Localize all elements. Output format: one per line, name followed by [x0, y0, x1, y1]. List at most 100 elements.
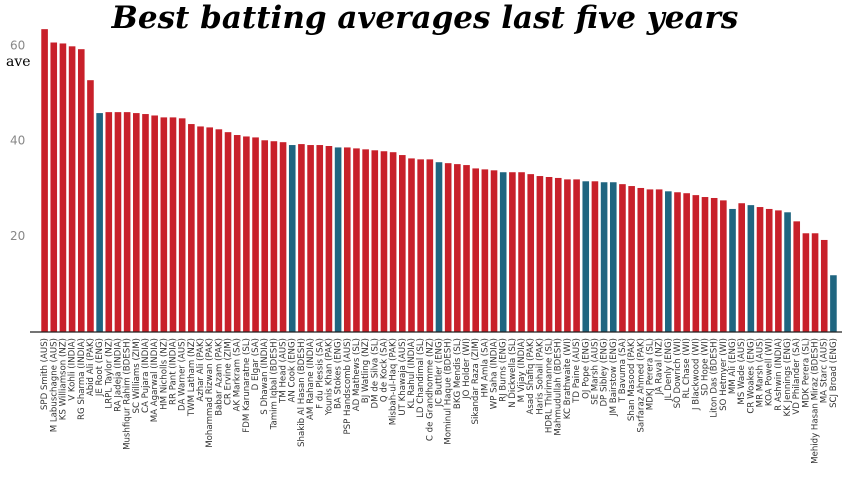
bar — [316, 145, 324, 332]
bar — [628, 186, 635, 332]
bar — [160, 117, 168, 332]
x-tick-label: N Dickwella (SL) — [508, 338, 518, 408]
x-tick-label: MM Ali (ENG) — [728, 338, 738, 394]
bar — [307, 145, 314, 332]
x-tick-label: RA Jadeja (INDIA) — [113, 338, 123, 412]
x-tick-label: PSP Handscomb (AUS) — [343, 338, 353, 435]
x-tick-label: JM Bairstow (ENG) — [609, 338, 619, 417]
x-tick-label: R Ashwin (INDIA) — [774, 338, 784, 411]
x-tick-label: DP Sibley (ENG) — [600, 338, 610, 407]
x-tick-label: KK Jennings (ENG) — [783, 338, 793, 416]
x-tick-label: Babar Azam (PAK) — [214, 338, 224, 416]
x-tick-label: F du Plessis (SA) — [315, 338, 325, 409]
bar — [802, 233, 810, 332]
bar — [701, 197, 709, 332]
x-tick-label: Mominul Haque (BDESH) — [444, 338, 454, 445]
bar — [793, 221, 801, 332]
x-tick-label: SCJ Broad (ENG) — [829, 338, 839, 408]
bar — [270, 141, 278, 332]
x-tick-label: SO Hetmyer (WI) — [719, 338, 729, 411]
x-tick-label: MDK Perera (SL) — [801, 338, 811, 408]
y-tick-label: 40 — [10, 134, 25, 148]
x-tick-label: WP Saha (INDIA) — [490, 338, 500, 409]
bar — [197, 126, 204, 332]
bar — [463, 165, 470, 332]
bar — [674, 192, 681, 332]
bar — [77, 49, 85, 332]
bar — [279, 142, 287, 332]
bar — [756, 207, 764, 332]
x-tick-label: SPD Smith (AUS) — [40, 338, 50, 410]
x-tick-label: KL Rahul (INDIA) — [407, 338, 417, 409]
x-tick-label: Sarfaraz Ahmed (PAK) — [636, 338, 646, 433]
x-tick-label: AK Markram (SA) — [233, 338, 243, 412]
bar — [692, 195, 700, 332]
x-tick-label: M Labuschagne (AUS) — [49, 338, 59, 432]
bar — [399, 155, 406, 332]
x-tick-label: S Dhawan (INDIA) — [260, 338, 270, 415]
bar — [371, 150, 379, 332]
bar — [353, 148, 360, 332]
x-tick-label: Azhar Ali (PAK) — [196, 338, 206, 402]
bar — [243, 136, 250, 332]
x-tick-label: Younis Khan (PAK) — [324, 338, 334, 416]
x-tick-label: Asad Shafiq (PAK) — [526, 338, 536, 414]
bar — [59, 43, 67, 332]
x-tick-label: J Blackwood (WI) — [691, 338, 701, 411]
bar — [655, 189, 663, 332]
x-tick-label: FDM Karunaratne (SL) — [242, 338, 252, 433]
x-tick-label: KOA Powell (WI) — [765, 338, 775, 406]
bar — [408, 158, 415, 332]
x-tick-label: UT Khawaja (AUS) — [398, 338, 408, 416]
bar — [105, 112, 113, 332]
bar — [591, 181, 599, 332]
bar — [50, 42, 58, 332]
x-tick-label: D Elgar (SA) — [251, 338, 261, 390]
bar — [545, 177, 553, 332]
bar — [481, 169, 489, 332]
bar — [564, 179, 571, 332]
bar — [820, 239, 828, 332]
x-tick-label: CR Woakes (ENG) — [746, 338, 756, 414]
bar — [619, 184, 626, 332]
x-tick-label: BA Stokes (ENG) — [334, 338, 344, 409]
x-tick-label: Mehidy Hasan Miraz (BDESH) — [811, 338, 821, 464]
bar — [775, 210, 782, 332]
x-tick-label: HDRL Thirimanne (SL) — [545, 338, 555, 433]
x-tick-label: V Kohli (INDIA) — [68, 338, 78, 401]
bar — [133, 113, 140, 332]
x-tick-label: BJ Watling (NZ) — [361, 338, 371, 403]
x-tick-label: T Bavuma (SA) — [618, 338, 628, 403]
bar — [288, 145, 296, 332]
x-tick-label: JL Denly (ENG) — [664, 338, 674, 402]
bar — [68, 46, 76, 332]
bar — [573, 179, 580, 332]
x-tick-label: SD Hope (WI) — [701, 338, 711, 396]
x-tick-label: Abid Ali (PAK) — [86, 338, 96, 396]
x-tick-label: TD Paine (AUS) — [572, 338, 582, 404]
bar — [380, 151, 388, 332]
x-tick-label: Mahmudullah (BDESH) — [554, 338, 564, 436]
x-tick-label: MR Marsh (AUS) — [756, 338, 766, 407]
x-tick-label: SE Marsh (AUS) — [590, 338, 600, 405]
x-tick-label: Haris Sohail (PAK) — [535, 338, 545, 415]
x-tick-label: Liton Das (BDESH) — [710, 338, 720, 418]
y-axis-label: ave — [6, 54, 31, 70]
bar — [784, 212, 791, 332]
y-tick-label: 20 — [10, 229, 25, 243]
x-tick-label: JE Root (ENG) — [95, 338, 105, 397]
bar — [435, 162, 443, 332]
y-tick-label: 60 — [10, 38, 25, 52]
x-tick-label: JA Raval (NZ) — [655, 338, 665, 396]
bar — [637, 187, 645, 332]
bar — [444, 163, 452, 332]
x-tick-label: MA Starc (AUS) — [820, 338, 830, 403]
x-tick-label: KC Brathwaite (WI) — [563, 338, 573, 419]
x-tick-label: Shakib Al Hasan (BDESH) — [297, 338, 307, 447]
bar — [188, 124, 195, 332]
bar — [151, 115, 158, 332]
bar — [720, 200, 727, 332]
bar — [710, 197, 718, 332]
bar — [325, 146, 333, 332]
x-tick-label: VD Philander (SA) — [792, 338, 802, 415]
